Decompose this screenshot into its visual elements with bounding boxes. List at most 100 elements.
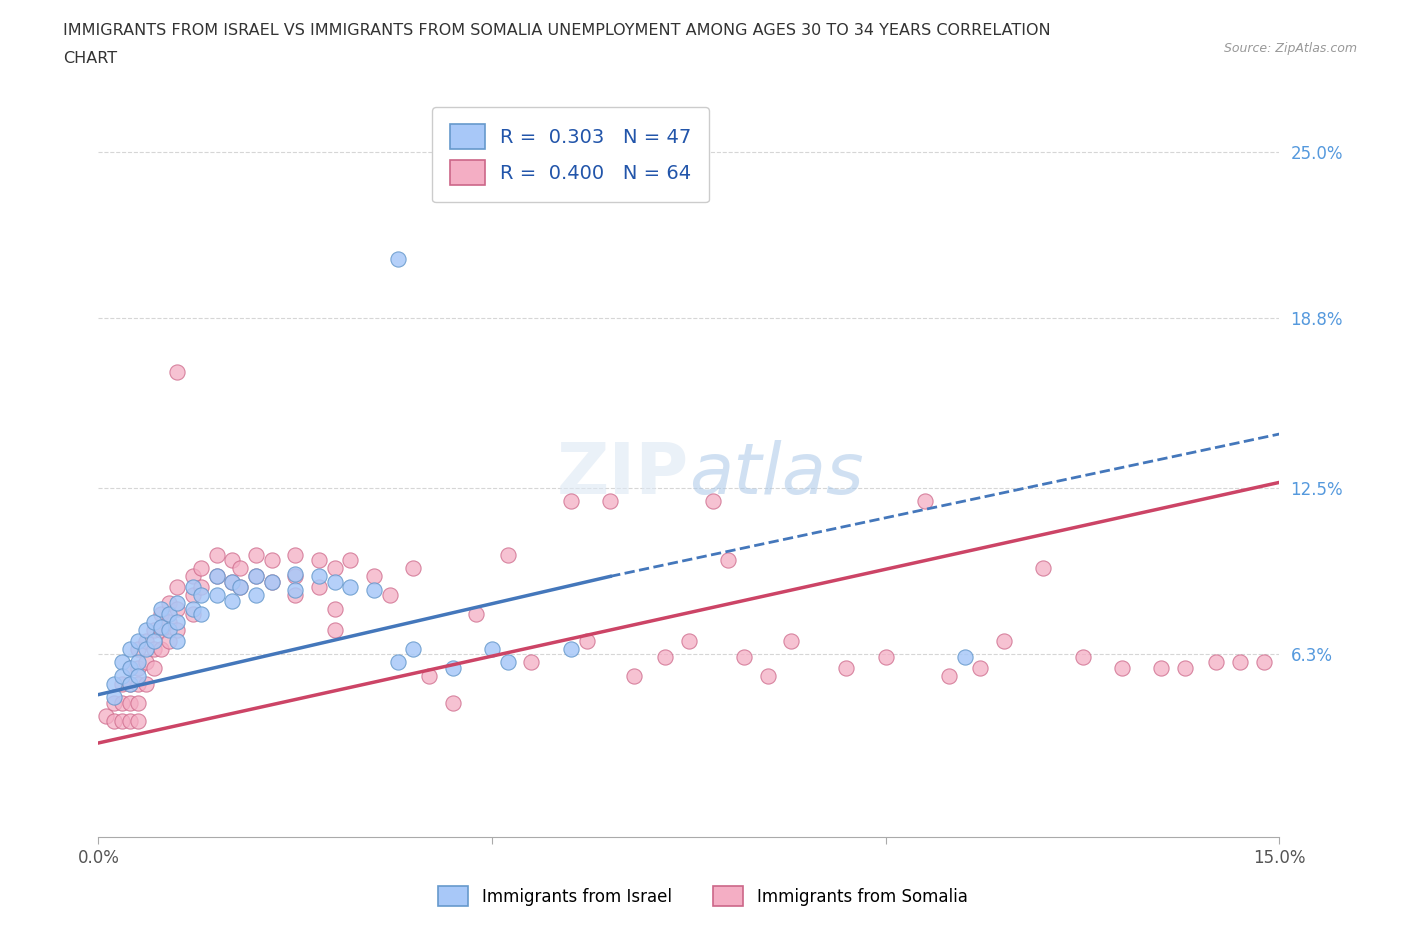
Point bbox=[190, 579, 212, 594]
Point bbox=[150, 642, 173, 657]
Point bbox=[245, 588, 267, 603]
Point bbox=[205, 569, 228, 584]
Point bbox=[221, 552, 243, 567]
Point bbox=[229, 561, 252, 576]
Point bbox=[181, 601, 204, 616]
Point bbox=[402, 561, 425, 576]
Point bbox=[938, 669, 960, 684]
Point bbox=[150, 601, 173, 616]
Point bbox=[221, 575, 243, 590]
Point bbox=[111, 714, 134, 729]
Point bbox=[284, 588, 307, 603]
Point bbox=[157, 606, 180, 621]
Point bbox=[181, 579, 204, 594]
Point bbox=[229, 579, 252, 594]
Point bbox=[118, 660, 141, 675]
Text: ZIP: ZIP bbox=[557, 440, 689, 509]
Point bbox=[135, 623, 157, 638]
Point bbox=[135, 633, 157, 648]
Point bbox=[835, 660, 858, 675]
Point bbox=[118, 676, 141, 691]
Text: atlas: atlas bbox=[689, 440, 863, 509]
Point bbox=[245, 569, 267, 584]
Point bbox=[166, 579, 188, 594]
Point bbox=[1111, 660, 1133, 675]
Point bbox=[284, 569, 307, 584]
Point bbox=[560, 642, 582, 657]
Point bbox=[717, 552, 740, 567]
Text: Source: ZipAtlas.com: Source: ZipAtlas.com bbox=[1223, 42, 1357, 55]
Point bbox=[135, 676, 157, 691]
Point bbox=[560, 494, 582, 509]
Point bbox=[575, 633, 598, 648]
Point bbox=[496, 655, 519, 670]
Point bbox=[1174, 660, 1197, 675]
Point bbox=[418, 669, 440, 684]
Point bbox=[142, 623, 165, 638]
Point bbox=[166, 615, 188, 630]
Point bbox=[166, 601, 188, 616]
Point bbox=[284, 566, 307, 581]
Point bbox=[111, 655, 134, 670]
Text: IMMIGRANTS FROM ISRAEL VS IMMIGRANTS FROM SOMALIA UNEMPLOYMENT AMONG AGES 30 TO : IMMIGRANTS FROM ISRAEL VS IMMIGRANTS FRO… bbox=[63, 23, 1050, 38]
Point bbox=[702, 494, 724, 509]
Point bbox=[135, 642, 157, 657]
Point bbox=[623, 669, 645, 684]
Point bbox=[96, 709, 118, 724]
Point bbox=[260, 552, 283, 567]
Point bbox=[993, 633, 1015, 648]
Point bbox=[914, 494, 936, 509]
Point bbox=[118, 660, 141, 675]
Point bbox=[150, 606, 173, 621]
Point bbox=[378, 588, 401, 603]
Point bbox=[127, 660, 149, 675]
Point bbox=[118, 642, 141, 657]
Point bbox=[127, 642, 149, 657]
Point bbox=[520, 655, 543, 670]
Point bbox=[339, 579, 361, 594]
Point bbox=[953, 649, 976, 664]
Point bbox=[205, 548, 228, 563]
Legend: Immigrants from Israel, Immigrants from Somalia: Immigrants from Israel, Immigrants from … bbox=[432, 880, 974, 912]
Point bbox=[221, 593, 243, 608]
Point bbox=[387, 655, 409, 670]
Point bbox=[441, 660, 464, 675]
Point bbox=[245, 548, 267, 563]
Point bbox=[150, 623, 173, 638]
Point bbox=[181, 569, 204, 584]
Point bbox=[103, 676, 125, 691]
Point bbox=[875, 649, 897, 664]
Point bbox=[229, 579, 252, 594]
Point bbox=[111, 669, 134, 684]
Point bbox=[205, 569, 228, 584]
Point bbox=[221, 575, 243, 590]
Point bbox=[135, 655, 157, 670]
Point bbox=[1253, 655, 1275, 670]
Point bbox=[654, 649, 676, 664]
Point bbox=[284, 582, 307, 597]
Point bbox=[157, 615, 180, 630]
Point bbox=[190, 588, 212, 603]
Point bbox=[103, 690, 125, 705]
Point bbox=[1205, 655, 1227, 670]
Point bbox=[756, 669, 779, 684]
Point bbox=[142, 660, 165, 675]
Point bbox=[205, 588, 228, 603]
Point bbox=[1071, 649, 1094, 664]
Point bbox=[190, 606, 212, 621]
Point bbox=[127, 676, 149, 691]
Point bbox=[402, 642, 425, 657]
Point bbox=[363, 582, 385, 597]
Point bbox=[260, 575, 283, 590]
Point bbox=[969, 660, 991, 675]
Point bbox=[103, 696, 125, 711]
Point bbox=[142, 615, 165, 630]
Point bbox=[308, 579, 330, 594]
Point bbox=[127, 655, 149, 670]
Point bbox=[308, 552, 330, 567]
Point bbox=[157, 596, 180, 611]
Point bbox=[308, 569, 330, 584]
Point bbox=[323, 601, 346, 616]
Point bbox=[150, 620, 173, 635]
Point bbox=[103, 714, 125, 729]
